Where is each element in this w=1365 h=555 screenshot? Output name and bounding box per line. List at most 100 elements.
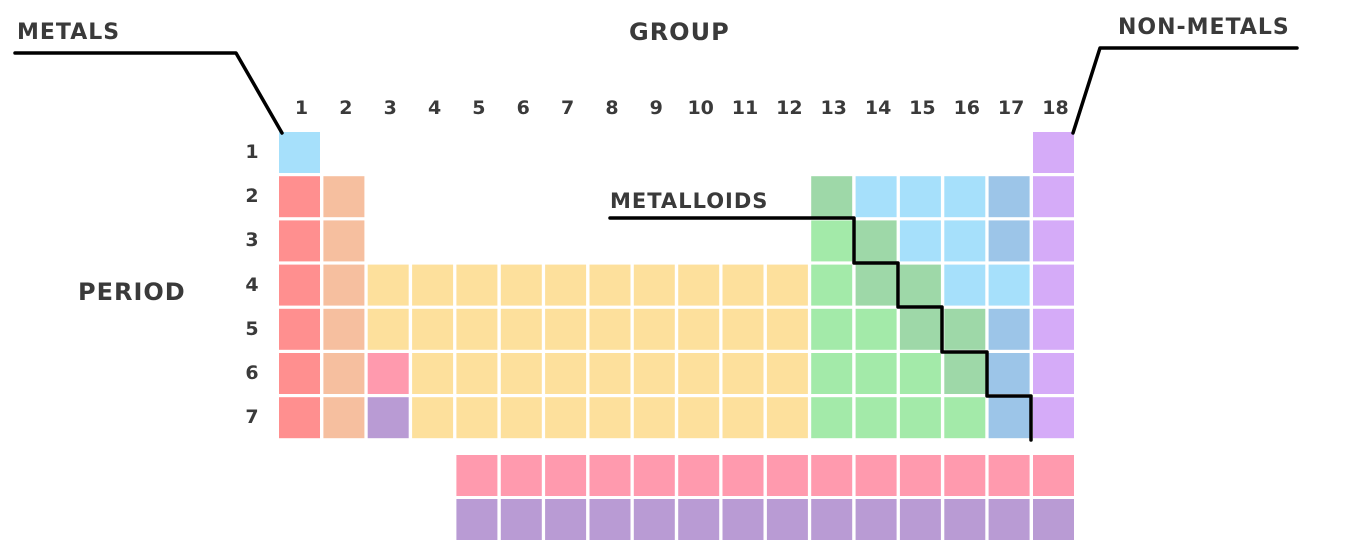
group-number: 9 (649, 97, 663, 119)
element-cell-p7-g2 (323, 397, 365, 439)
element-cell-p6-g17 (988, 353, 1030, 394)
element-cell-p7-g15 (899, 397, 941, 439)
actinide-cell (722, 499, 764, 540)
element-cell-p7-g10 (678, 397, 720, 439)
element-cell-p2-g15 (899, 176, 941, 218)
actinide-cell (811, 499, 853, 540)
element-cell-p6-g13 (811, 353, 853, 394)
lanthanide-cell (855, 455, 897, 496)
element-cell-p2-g1 (279, 176, 320, 218)
element-cell-p6-g3 (367, 353, 409, 394)
actinide-cell (855, 499, 897, 540)
element-cell-p6-g7 (545, 353, 587, 394)
element-cell-p6-g5 (456, 353, 498, 394)
group-number: 2 (339, 97, 353, 119)
period-number: 1 (245, 141, 259, 163)
element-cell-p7-g9 (633, 397, 675, 439)
metals-label: METALS (17, 20, 121, 45)
element-cell-p5-g14 (855, 308, 897, 350)
lanthanide-cell (678, 455, 720, 496)
group-number: 18 (1042, 97, 1069, 119)
actinide-cell (944, 499, 986, 540)
element-cell-p5-g8 (589, 308, 631, 350)
period-label: PERIOD (78, 278, 186, 306)
lanthanide-cell (899, 455, 941, 496)
element-cell-p4-g15 (899, 264, 941, 306)
actinide-cell (899, 499, 941, 540)
group-number: 15 (909, 97, 936, 119)
group-number: 17 (997, 97, 1025, 119)
element-cell-p4-g14 (855, 264, 897, 306)
group-number: 7 (560, 97, 575, 119)
period-number: 5 (245, 317, 259, 340)
element-cell-p5-g12 (766, 308, 808, 350)
element-cell-p5-g10 (678, 308, 720, 350)
group-number: 14 (864, 97, 892, 119)
element-cell-p4-g18 (1033, 264, 1074, 306)
element-cell-p7-g18 (1033, 397, 1074, 439)
element-cell-p4-g2 (323, 264, 365, 306)
metalloid-staircase-line (608, 216, 1033, 442)
lanthanide-cell (589, 455, 631, 496)
element-cell-p7-g11 (722, 397, 764, 439)
element-cell-p2-g18 (1033, 176, 1074, 218)
metalloids-label: METALLOIDS (610, 189, 769, 213)
element-cell-p6-g14 (855, 353, 897, 394)
element-cell-p5-g9 (633, 308, 675, 350)
element-cell-p6-g12 (766, 353, 808, 394)
lanthanide-cell (1033, 455, 1074, 496)
element-cell-p7-g8 (589, 397, 631, 439)
metals-pointer-line (13, 51, 284, 135)
actinide-cell (766, 499, 808, 540)
element-cell-p2-g2 (323, 176, 365, 218)
element-cell-p3-g18 (1033, 220, 1074, 262)
actinide-cell (988, 499, 1030, 540)
element-cell-p5-g15 (899, 308, 941, 350)
element-cell-p4-g16 (944, 264, 986, 306)
actinide-cell (545, 499, 587, 540)
element-cell-p6-g9 (633, 353, 675, 394)
element-cell-p3-g14 (855, 220, 897, 262)
element-cell-p5-g6 (500, 308, 542, 350)
period-number: 6 (245, 362, 259, 384)
element-cell-p4-g17 (988, 264, 1030, 306)
element-cell-p7-g6 (500, 397, 542, 439)
element-cell-p2-g17 (988, 176, 1030, 218)
element-cell-p6-g16 (944, 353, 986, 394)
element-cell-p5-g3 (367, 308, 409, 350)
element-cell-p5-g2 (323, 308, 365, 350)
element-cell-p4-g6 (500, 264, 542, 306)
element-cell-p3-g15 (899, 220, 941, 262)
element-cell-p6-g18 (1033, 353, 1074, 394)
element-cell-p4-g12 (766, 264, 808, 306)
group-number: 16 (953, 97, 981, 119)
element-cell-p3-g16 (944, 220, 986, 262)
element-cell-p6-g6 (500, 353, 542, 394)
element-cell-p5-g11 (722, 308, 764, 350)
group-number: 3 (383, 97, 397, 119)
element-cell-p4-g11 (722, 264, 764, 306)
element-cell-p7-g5 (456, 397, 498, 439)
group-number: 6 (516, 97, 530, 119)
actinide-cell (589, 499, 631, 540)
element-cell-p4-g10 (678, 264, 720, 306)
lanthanide-cell (811, 455, 853, 496)
actinide-cell (500, 499, 542, 540)
actinide-cell (633, 499, 675, 540)
lanthanide-cell (633, 455, 675, 496)
group-number: 13 (820, 97, 847, 119)
element-cell-p7-g4 (412, 397, 454, 439)
element-cell-p7-g3 (367, 397, 409, 439)
element-cell-p2-g13 (811, 176, 853, 218)
element-cell-p5-g1 (279, 308, 320, 350)
lanthanide-cell (944, 455, 986, 496)
element-cell-p1-g18 (1033, 132, 1074, 173)
element-cell-p6-g4 (412, 353, 454, 394)
group-number: 11 (731, 97, 759, 119)
element-cell-p5-g5 (456, 308, 498, 350)
element-cell-p6-g2 (323, 353, 365, 394)
actinide-cell (456, 499, 498, 540)
group-number: 12 (776, 97, 803, 119)
